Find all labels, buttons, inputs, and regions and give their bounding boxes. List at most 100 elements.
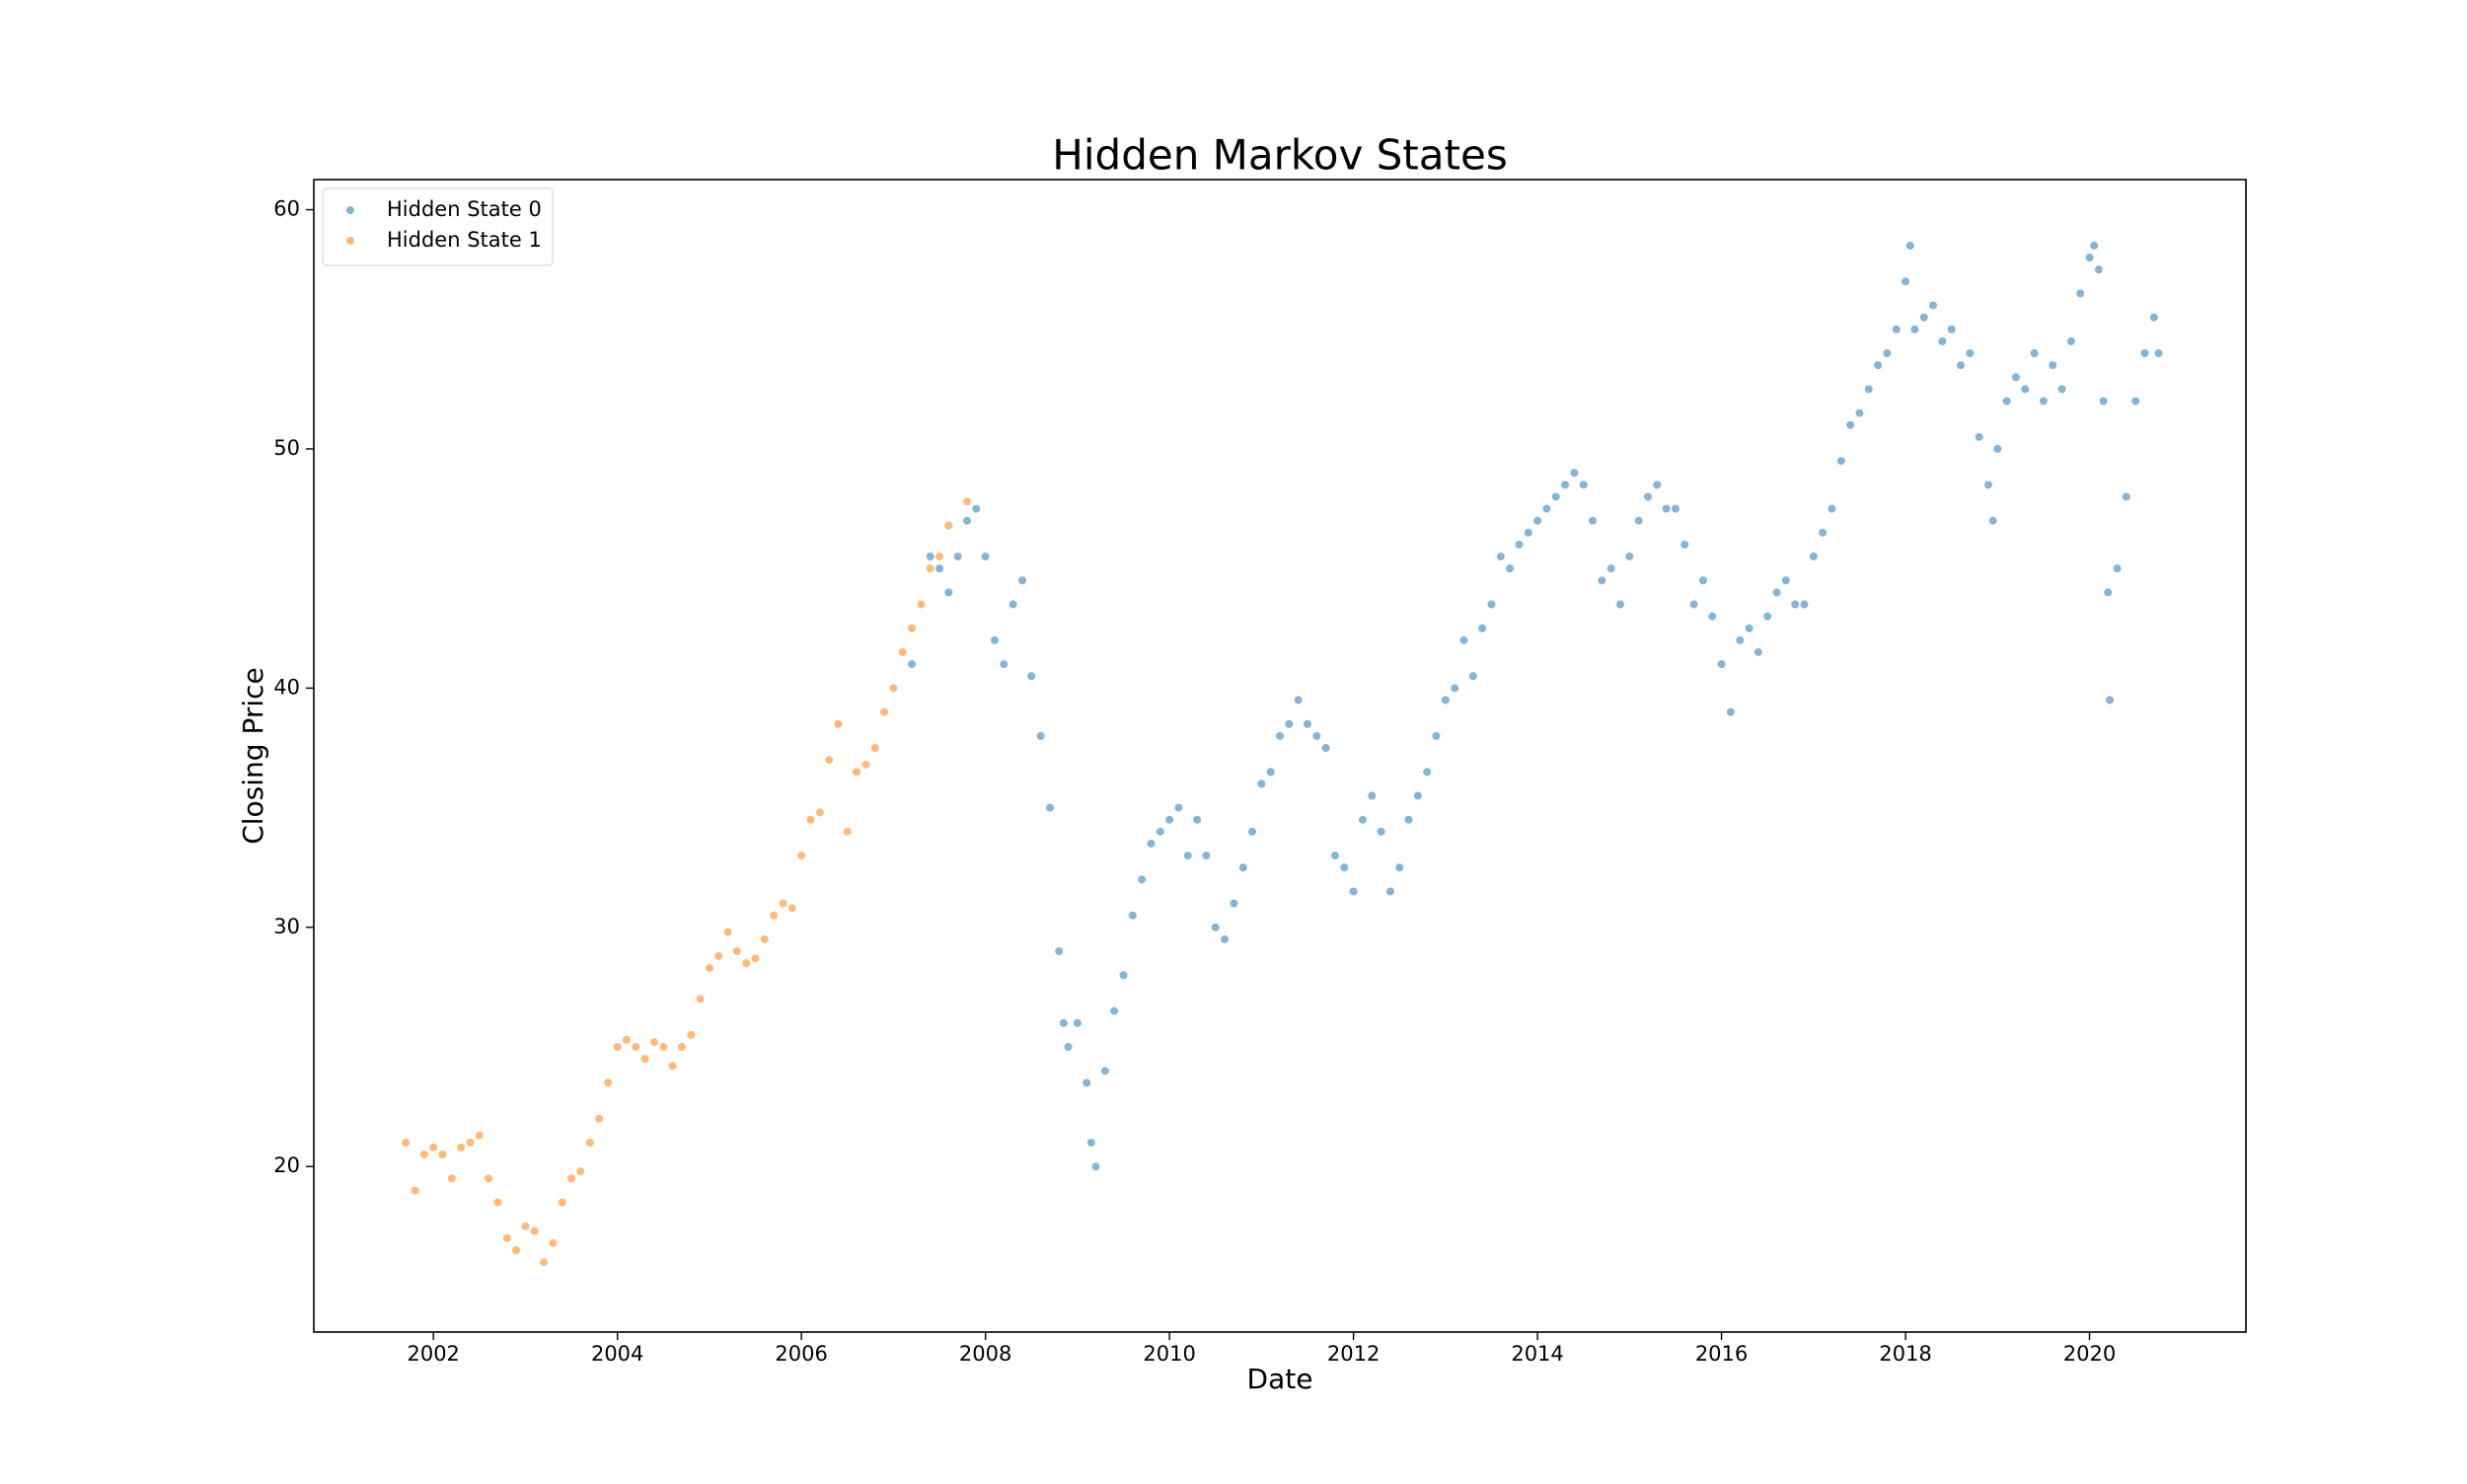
point (2149, 313, 2158, 322)
point (1459, 635, 1468, 644)
point (429, 1143, 438, 1151)
point (779, 899, 787, 908)
point (2021, 385, 2030, 394)
x-tick-label: 2018 (1879, 1342, 1931, 1366)
point (1385, 887, 1394, 896)
point (990, 635, 999, 644)
point (2094, 265, 2103, 274)
point (1819, 528, 1828, 537)
point (632, 1043, 640, 1052)
point (1643, 492, 1652, 501)
point (1855, 408, 1864, 417)
y-tick-label: 60 (273, 197, 300, 221)
point (870, 744, 879, 752)
legend-marker (346, 206, 354, 214)
point (1551, 492, 1560, 501)
point (926, 564, 934, 573)
plot-points (402, 241, 2163, 1267)
point (585, 1139, 594, 1147)
point (475, 1131, 484, 1140)
point (1836, 457, 1845, 466)
point (889, 684, 898, 693)
point (1800, 600, 1809, 609)
point (1910, 325, 1919, 334)
x-tick-label: 2002 (407, 1342, 459, 1366)
point (861, 760, 870, 769)
point (935, 553, 944, 561)
point (1230, 899, 1238, 908)
point (908, 660, 917, 669)
point (815, 808, 824, 817)
point (1754, 648, 1762, 657)
point (1395, 863, 1404, 872)
point (512, 1246, 521, 1255)
point (2076, 289, 2085, 298)
point (1791, 600, 1800, 609)
point (1432, 731, 1441, 740)
point (1321, 744, 1330, 752)
legend-label: Hidden State 1 (387, 228, 542, 252)
point (649, 1038, 658, 1047)
point (1000, 660, 1009, 669)
point (1763, 612, 1772, 621)
point (935, 564, 944, 573)
point (1349, 887, 1358, 896)
point (1036, 731, 1045, 740)
point (549, 1238, 558, 1247)
point (1303, 719, 1311, 728)
x-axis-label: Date (1247, 1363, 1313, 1395)
point (640, 1055, 649, 1064)
point (1496, 553, 1505, 561)
point (1202, 852, 1211, 860)
x-tick-label: 2008 (959, 1342, 1011, 1366)
point (1183, 852, 1192, 860)
point (1193, 815, 1202, 824)
point (1156, 827, 1164, 836)
y-tick-label: 20 (273, 1153, 300, 1177)
point (962, 516, 971, 525)
point (604, 1078, 613, 1087)
point (1662, 504, 1671, 513)
point (1091, 1162, 1100, 1171)
point (493, 1198, 502, 1207)
point (714, 951, 723, 960)
point (1064, 1043, 1073, 1052)
point (723, 928, 732, 936)
point (944, 521, 953, 530)
point (1928, 301, 1937, 310)
chart-title: Hidden Markov States (1052, 131, 1507, 180)
point (530, 1226, 539, 1235)
point (2090, 241, 2099, 250)
point (1027, 672, 1036, 681)
point (1874, 361, 1883, 370)
point (1238, 863, 1247, 872)
point (2099, 397, 2108, 406)
point (1736, 635, 1745, 644)
point (1147, 839, 1156, 848)
point (1138, 875, 1147, 884)
point (1993, 444, 2002, 453)
point (1975, 432, 1983, 441)
point (1330, 852, 1339, 860)
y-tick-label: 50 (273, 436, 300, 460)
point (1276, 731, 1284, 740)
legend-box (322, 187, 554, 266)
y-tick-label: 40 (273, 675, 300, 699)
point (732, 947, 741, 956)
point (825, 756, 834, 765)
point (1413, 791, 1422, 800)
point (485, 1174, 493, 1183)
point (1561, 481, 1570, 489)
point (1902, 277, 1910, 286)
axes-frame (313, 179, 2247, 1333)
point (1221, 934, 1230, 943)
point (1266, 768, 1275, 777)
point (668, 1062, 677, 1071)
point (1598, 576, 1607, 585)
point (1128, 911, 1137, 920)
x-tick-label: 2012 (1327, 1342, 1380, 1366)
point (1717, 660, 1726, 669)
point (1086, 1139, 1095, 1147)
point (1653, 481, 1662, 489)
point (898, 648, 907, 657)
